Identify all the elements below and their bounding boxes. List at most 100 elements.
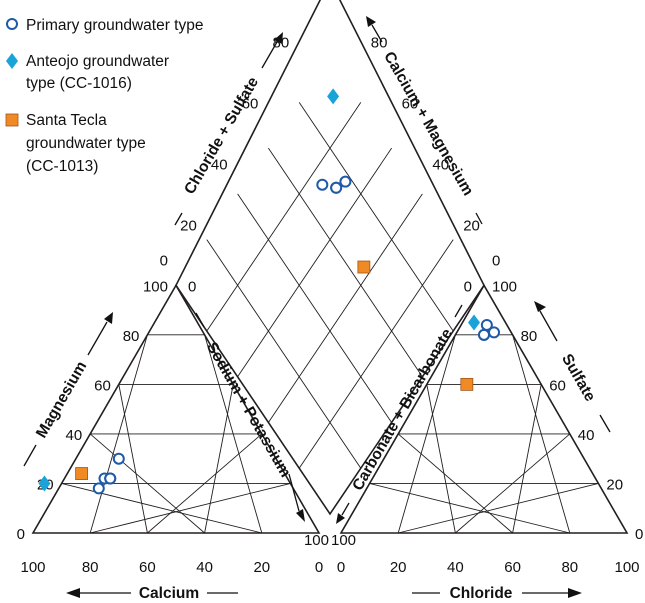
magnesium-tick-label: 40 bbox=[66, 427, 83, 444]
chloride-tick-label: 20 bbox=[390, 559, 407, 576]
calcium-magnesium-tick-label: 60 bbox=[402, 95, 419, 112]
cation-triangle-frame bbox=[31, 283, 321, 534]
diamond-grid-v bbox=[268, 193, 423, 423]
diamond-grid-u bbox=[237, 193, 392, 423]
cation-anteojo-point bbox=[38, 475, 51, 492]
carbonate-bicarbonate-axis-title: Carbonate + Bicarbonate bbox=[349, 326, 456, 494]
cation-triangle-grid-r bbox=[204, 384, 234, 534]
carbonate-max-label: 100 bbox=[304, 532, 329, 549]
anion-triangle-grid-l bbox=[397, 433, 513, 534]
cation-primary-point bbox=[92, 482, 105, 495]
cation-triangle-grid-r bbox=[204, 334, 263, 534]
diamond-grid-v bbox=[237, 147, 392, 378]
data-points bbox=[38, 88, 501, 495]
chloride-tick-label: 80 bbox=[561, 559, 578, 576]
diamond-primary-point bbox=[316, 178, 329, 191]
magnesium-tick-label: 80 bbox=[123, 328, 140, 345]
diamond-tecla-point bbox=[357, 260, 371, 274]
anion-triangle-grid-l bbox=[426, 384, 456, 534]
diamond-grid-u bbox=[268, 147, 423, 378]
tick-labels: 1008060402000204060801000204060801000204… bbox=[17, 34, 644, 576]
legend-tecla-label-3: (CC-1013) bbox=[26, 158, 98, 175]
legend-primary-label: Primary groundwater type bbox=[26, 17, 203, 34]
calcium-magnesium-zero-label: 0 bbox=[492, 252, 500, 269]
anion-triangle-grid-r bbox=[455, 433, 571, 534]
chloride-sulfate-tick-label: 20 bbox=[180, 217, 197, 234]
diamond-grid-u bbox=[298, 102, 454, 332]
calcium-tick-label: 40 bbox=[196, 559, 213, 576]
magnesium-tick-label: 60 bbox=[94, 377, 111, 394]
legend-tecla-label-1: Santa Tecla bbox=[26, 112, 107, 129]
chloride-sulfate-tick-label: 60 bbox=[242, 95, 259, 112]
legend-anteojo-marker bbox=[6, 53, 18, 69]
grid-lines bbox=[61, 102, 599, 534]
diamond-frame bbox=[175, 0, 485, 516]
legend: Primary groundwater type Anteojo groundw… bbox=[5, 17, 203, 175]
anion-triangle-grid-r bbox=[512, 334, 571, 534]
anion-triangle-frame bbox=[339, 283, 629, 534]
calcium-axis: Calcium bbox=[66, 585, 238, 602]
calcium-axis-title: Calcium bbox=[139, 585, 199, 602]
calcium-magnesium-tick-label: 20 bbox=[463, 217, 480, 234]
chloride-tick-label: 100 bbox=[614, 559, 639, 576]
cation-primary-point bbox=[104, 472, 117, 485]
cation-triangle-grid-l bbox=[89, 433, 205, 534]
chloride-sulfate-axis-title: Chloride + Sulfate bbox=[181, 74, 262, 197]
sulfate-tick-label: 60 bbox=[549, 377, 566, 394]
calcium-tick-label: 0 bbox=[315, 559, 323, 576]
diamond-primary-point bbox=[330, 181, 343, 194]
calcium-tick-label: 20 bbox=[253, 559, 270, 576]
diamond-primary-point bbox=[339, 175, 352, 188]
anion-primary-point bbox=[480, 318, 493, 331]
anion-triangle-grid-l bbox=[369, 483, 570, 534]
diamond-anteojo-point bbox=[327, 88, 340, 105]
anion-triangle-grid-r bbox=[398, 483, 599, 534]
chloride-sulfate-axis: Chloride + Sulfate bbox=[174, 32, 283, 226]
sodium-potassium-max-label: 100 bbox=[331, 532, 356, 549]
legend-tecla-label-2: groundwater type bbox=[26, 135, 146, 152]
calcium-tick-label: 100 bbox=[20, 559, 45, 576]
diamond-grid-v bbox=[206, 102, 362, 332]
sulfate-tick-label: 20 bbox=[606, 476, 623, 493]
chloride-sulfate-tick-label: 40 bbox=[211, 156, 228, 173]
cation-triangle-grid-l bbox=[61, 483, 262, 534]
legend-tecla-marker bbox=[5, 113, 19, 127]
sulfate-tick-label: 40 bbox=[578, 427, 595, 444]
cation-tecla-point bbox=[75, 467, 89, 480]
diagram-frames bbox=[31, 0, 629, 534]
diamond-grid-v bbox=[298, 239, 454, 469]
calcium-magnesium-tick-label: 80 bbox=[371, 34, 388, 51]
legend-anteojo-label-1: Anteojo groundwater bbox=[26, 53, 169, 70]
chloride-sulfate-zero-label: 0 bbox=[160, 252, 168, 269]
sulfate-tick-label: 100 bbox=[492, 278, 517, 295]
legend-anteojo-label-2: type (CC-1016) bbox=[26, 75, 132, 92]
cation-triangle-grid-r bbox=[90, 483, 291, 534]
axis-titles: Calcium Chloride Magnesium Sulfate bbox=[23, 16, 611, 602]
chloride-axis-title: Chloride bbox=[450, 585, 513, 602]
calcium-magnesium-tick-label: 40 bbox=[432, 156, 449, 173]
chloride-axis: Chloride bbox=[412, 585, 582, 602]
sulfate-axis: Sulfate bbox=[534, 301, 611, 433]
anion-primary-point bbox=[478, 328, 490, 341]
sodium-potassium-zero-label: 0 bbox=[188, 278, 196, 295]
chloride-tick-label: 60 bbox=[504, 559, 521, 576]
calcium-tick-label: 60 bbox=[139, 559, 156, 576]
cation-triangle-grid-l bbox=[118, 384, 148, 534]
legend-primary-marker bbox=[6, 18, 18, 30]
anion-primary-point bbox=[488, 326, 501, 339]
diamond-grid-u bbox=[206, 239, 362, 469]
magnesium-tick-label: 100 bbox=[143, 278, 168, 295]
sulfate-tick-label: 0 bbox=[635, 526, 643, 543]
anion-triangle-grid-r bbox=[512, 384, 542, 534]
chloride-tick-label: 40 bbox=[447, 559, 464, 576]
anion-tecla-point bbox=[460, 377, 474, 391]
chloride-tick-label: 0 bbox=[337, 559, 345, 576]
sulfate-tick-label: 80 bbox=[521, 328, 538, 345]
cation-triangle-grid-r bbox=[147, 433, 263, 534]
carbonate-zero-label: 0 bbox=[464, 278, 472, 295]
magnesium-tick-label: 0 bbox=[17, 526, 25, 543]
anion-anteojo-point bbox=[467, 314, 480, 331]
calcium-tick-label: 80 bbox=[82, 559, 99, 576]
cation-primary-point bbox=[112, 452, 125, 465]
